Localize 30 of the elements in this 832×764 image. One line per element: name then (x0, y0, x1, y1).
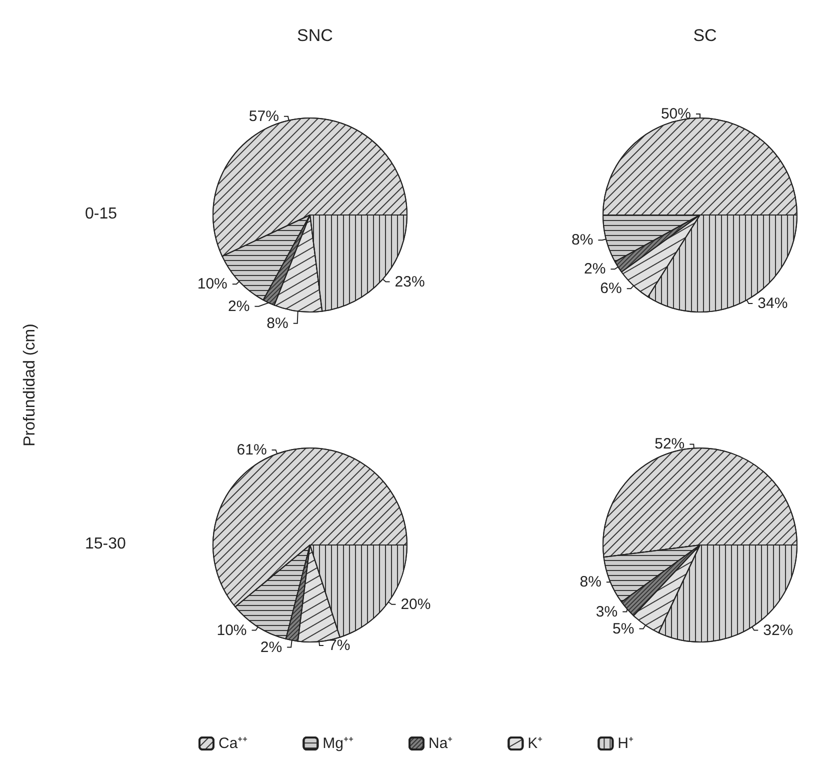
legend-label: Mg⁺⁺ (322, 735, 354, 752)
data-label: 7% (328, 637, 350, 654)
legend-label: Na⁺ (428, 735, 453, 752)
data-label: 10% (197, 276, 228, 293)
text: Profundidad (cm) (22, 324, 38, 446)
data-label: 6% (600, 280, 622, 298)
data-label: 8% (571, 232, 594, 249)
text: 0-15 (85, 206, 118, 222)
legend-label: H⁺ (618, 735, 634, 752)
legend-label: Ca⁺⁺ (218, 735, 248, 752)
data-label: 50% (660, 106, 691, 122)
data-label: 2% (260, 638, 282, 656)
data-label: 3% (596, 603, 618, 620)
chart-title: SC (693, 26, 717, 45)
data-label: 23% (394, 273, 425, 290)
data-label: 8% (580, 574, 602, 591)
data-label: 8% (266, 314, 288, 332)
data-label: 10% (216, 622, 247, 639)
data-label: 34% (758, 295, 788, 312)
data-label: 61% (236, 441, 267, 458)
data-label: 52% (654, 436, 685, 453)
data-label: 32% (763, 622, 794, 639)
data-label: 2% (584, 260, 606, 278)
legend-label: K⁺ (528, 735, 543, 752)
text: 15-30 (85, 536, 126, 552)
data-label: 5% (612, 620, 634, 638)
data-label: 20% (400, 596, 431, 613)
data-label: 57% (248, 108, 279, 125)
data-label: 2% (228, 298, 250, 315)
chart-title: SNC (297, 26, 333, 45)
